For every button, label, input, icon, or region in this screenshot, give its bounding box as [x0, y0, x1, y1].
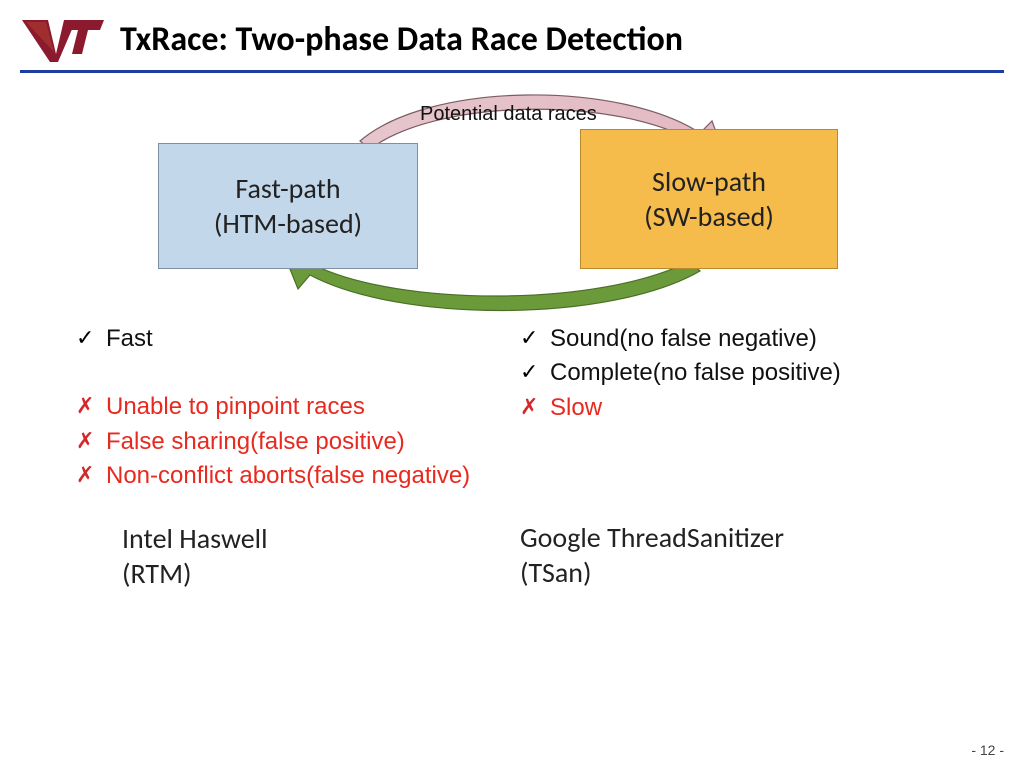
left-con-2-text: False sharing(false positive): [106, 426, 405, 458]
left-impl-line2: (RTM): [122, 556, 510, 591]
right-impl-line2: (TSan): [520, 555, 954, 590]
right-con-1-text: Slow: [550, 392, 602, 424]
right-con-1: ✗ Slow: [520, 392, 954, 424]
right-impl: Google ThreadSanitizer (TSan): [520, 520, 954, 590]
cross-icon: ✗: [76, 426, 106, 456]
left-con-3: ✗ Non-conflict aborts(false negative): [76, 460, 510, 492]
left-column: ✓ Fast ✗ Unable to pinpoint races ✗ Fals…: [76, 323, 510, 591]
cross-icon: ✗: [76, 460, 106, 490]
right-impl-line1: Google ThreadSanitizer: [520, 520, 954, 555]
left-con-2: ✗ False sharing(false positive): [76, 426, 510, 458]
fast-box-line2: (HTM-based): [214, 206, 362, 241]
top-arrow-label: Potential data races: [420, 103, 597, 126]
right-column: ✓ Sound(no false negative) ✓ Complete(no…: [520, 323, 954, 591]
diagram-area: Potential data races Fast-path (HTM-base…: [0, 73, 1024, 323]
slow-box-line1: Slow-path: [652, 164, 766, 199]
right-pro-2: ✓ Complete(no false positive): [520, 357, 954, 389]
bullet-columns: ✓ Fast ✗ Unable to pinpoint races ✗ Fals…: [0, 323, 1024, 591]
page-number: - 12 -: [971, 742, 1004, 758]
left-impl-line1: Intel Haswell: [122, 521, 510, 556]
right-pro-2-text: Complete(no false positive): [550, 357, 841, 389]
left-con-3-text: Non-conflict aborts(false negative): [106, 460, 470, 492]
slow-path-box: Slow-path (SW-based): [580, 129, 838, 269]
right-pro-1-text: Sound(no false negative): [550, 323, 817, 355]
fast-path-box: Fast-path (HTM-based): [158, 143, 418, 269]
slide-title: TxRace: Two-phase Data Race Detection: [120, 19, 683, 60]
check-icon: ✓: [520, 323, 550, 353]
cross-icon: ✗: [520, 392, 550, 422]
slow-box-line2: (SW-based): [644, 199, 774, 234]
left-pro-1-text: Fast: [106, 323, 153, 355]
left-pro-1: ✓ Fast: [76, 323, 510, 355]
right-pro-1: ✓ Sound(no false negative): [520, 323, 954, 355]
fast-box-line1: Fast-path: [235, 171, 340, 206]
cross-icon: ✗: [76, 391, 106, 421]
check-icon: ✓: [76, 323, 106, 353]
left-impl: Intel Haswell (RTM): [76, 521, 510, 591]
left-con-1-text: Unable to pinpoint races: [106, 391, 365, 423]
check-icon: ✓: [520, 357, 550, 387]
vt-logo: [20, 14, 106, 64]
left-con-1: ✗ Unable to pinpoint races: [76, 391, 510, 423]
slide-header: TxRace: Two-phase Data Race Detection: [0, 0, 1024, 64]
